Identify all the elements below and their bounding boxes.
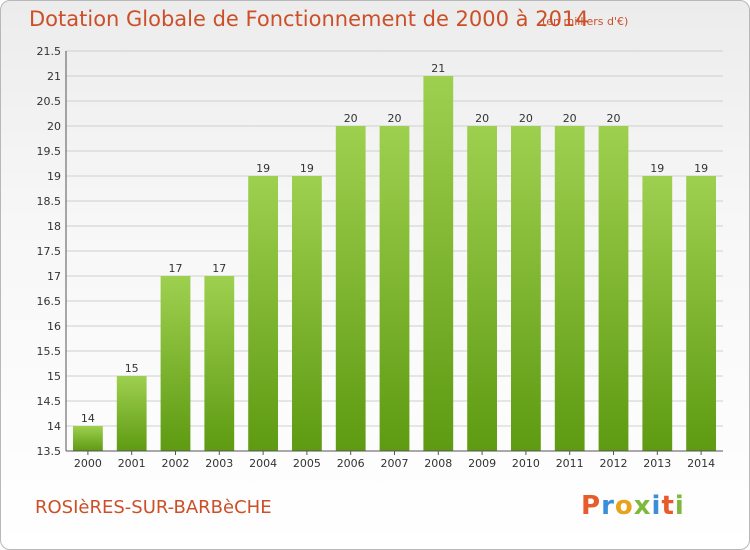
bar-value-label: 20	[388, 112, 402, 125]
x-tick-label: 2011	[556, 457, 584, 470]
x-tick-label: 2004	[249, 457, 277, 470]
x-tick-label: 2005	[293, 457, 321, 470]
bar-2003	[204, 276, 235, 451]
logo-letter: t	[661, 491, 675, 521]
logo-letter: x	[633, 491, 652, 521]
bar-value-label: 19	[694, 162, 708, 175]
bar-2000	[73, 426, 103, 451]
x-tick-label: 2009	[468, 457, 496, 470]
bars: 14 15 17 17 19 19 20 20 21 20 20 20 20 19 19	[73, 62, 716, 451]
y-tick-label: 19	[47, 170, 61, 183]
bar-value-label: 14	[81, 412, 95, 425]
bar-2002	[160, 276, 191, 451]
bar-2011	[554, 126, 585, 451]
y-tick-label: 19.5	[37, 145, 62, 158]
x-tick-label: 2010	[512, 457, 540, 470]
bar-2007	[379, 126, 410, 451]
y-tick-label: 16.5	[37, 295, 62, 308]
bar-value-label: 17	[212, 262, 226, 275]
bar-2008	[423, 76, 454, 451]
x-tick-label: 2003	[205, 457, 233, 470]
y-tick-label: 15	[47, 370, 61, 383]
bar-2001	[116, 376, 147, 451]
y-tick-label: 17.5	[37, 245, 62, 258]
y-tick-label: 18.5	[37, 195, 62, 208]
logo-letter: P	[581, 491, 602, 521]
y-tick-label: 21	[47, 70, 61, 83]
x-tick-label: 2008	[424, 457, 452, 470]
bar-value-label: 20	[607, 112, 621, 125]
y-tick-label: 14.5	[37, 395, 62, 408]
y-tick-label: 20	[47, 120, 61, 133]
bar-2004	[248, 176, 278, 451]
bar-value-label: 20	[563, 112, 577, 125]
logo-letter: o	[614, 491, 634, 521]
bar-value-label: 20	[344, 112, 358, 125]
x-tick-label: 2012	[600, 457, 628, 470]
x-tick-label: 2013	[643, 457, 671, 470]
bar-value-label: 20	[475, 112, 489, 125]
bar-2014	[686, 176, 716, 451]
y-tick-label: 18	[47, 220, 61, 233]
bar-value-label: 19	[300, 162, 314, 175]
bar-2010	[511, 126, 541, 451]
x-tick-label: 2000	[74, 457, 102, 470]
y-tick-label: 14	[47, 420, 61, 433]
x-tick-label: 2007	[381, 457, 409, 470]
x-tick-label: 2014	[687, 457, 715, 470]
chart-unit: (en milliers d'€)	[542, 15, 629, 28]
x-tick-label: 2001	[118, 457, 146, 470]
x-tick-label: 2006	[337, 457, 365, 470]
chart-title: Dotation Globale de Fonctionnement de 20…	[29, 7, 589, 31]
x-tick-label: 2002	[162, 457, 190, 470]
bar-value-label: 17	[169, 262, 183, 275]
bar-value-label: 15	[125, 362, 139, 375]
proxiti-logo[interactable]: Proxiti	[581, 491, 685, 521]
y-tick-label: 15.5	[37, 345, 62, 358]
bar-2009	[467, 126, 497, 451]
logo-letter: i	[674, 491, 685, 521]
y-tick-label: 21.5	[37, 45, 62, 58]
bar-value-label: 20	[519, 112, 533, 125]
bar-2006	[335, 126, 366, 451]
logo-letter: i	[651, 491, 662, 521]
axes: 13.5 14 14.5 15 15.5 16 16.5 17 17.5 18 18.5 19 19.5…	[37, 45, 723, 470]
bar-value-label: 21	[431, 62, 445, 75]
logo-letter: r	[601, 491, 615, 521]
bar-value-label: 19	[650, 162, 664, 175]
bar-value-label: 19	[256, 162, 270, 175]
bar-2012	[598, 126, 629, 451]
y-tick-label: 16	[47, 320, 61, 333]
bar-2005	[292, 176, 322, 451]
town-name: ROSIèRES-SUR-BARBèCHE	[35, 497, 272, 518]
bar-2013	[642, 176, 673, 451]
y-tick-label: 17	[47, 270, 61, 283]
y-tick-label: 20.5	[37, 95, 62, 108]
y-tick-label: 13.5	[37, 445, 62, 458]
